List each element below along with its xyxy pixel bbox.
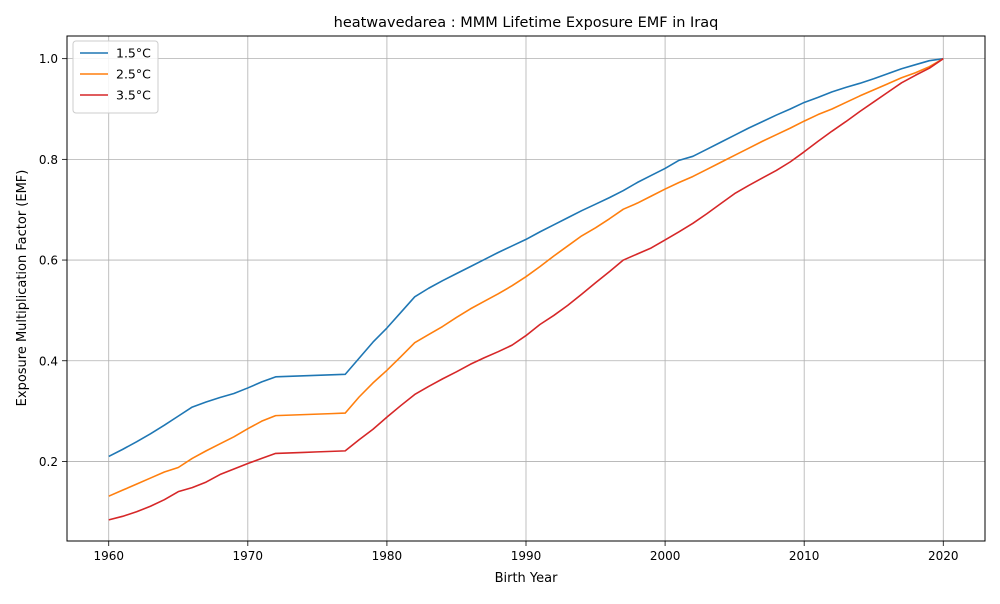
- legend-label: 3.5°C: [116, 88, 151, 103]
- series-line-3: [108, 58, 944, 521]
- x-tick-label: 2020: [928, 549, 959, 563]
- y-tick-label: 0.8: [39, 153, 58, 167]
- legend-label: 1.5°C: [116, 46, 151, 61]
- series-line-2: [108, 57, 944, 497]
- y-tick-label: 0.6: [39, 254, 58, 268]
- x-tick-label: 1960: [93, 549, 124, 563]
- x-tick-label: 1970: [233, 549, 264, 563]
- series-line-1: [108, 57, 944, 458]
- x-axis-label: Birth Year: [495, 571, 559, 586]
- x-tick-label: 2010: [789, 549, 820, 563]
- y-axis-ticks: 0.2 0.4 0.6 0.8 1.0: [39, 52, 67, 469]
- legend: 1.5°C 2.5°C 3.5°C: [72, 40, 159, 114]
- grid: [67, 36, 985, 541]
- y-tick-label: 0.4: [39, 354, 58, 368]
- series-lines: [108, 57, 944, 521]
- y-axis-label: Exposure Multiplication Factor (EMF): [15, 170, 30, 407]
- x-tick-label: 1990: [511, 549, 542, 563]
- legend-label: 2.5°C: [116, 67, 151, 82]
- chart-title: heatwavedarea : MMM Lifetime Exposure EM…: [334, 15, 719, 31]
- x-tick-label: 2000: [650, 549, 681, 563]
- x-axis-ticks: 1960 1970 1980 1990 2000 2010 2020: [93, 541, 959, 563]
- y-tick-label: 1.0: [39, 52, 58, 66]
- y-tick-label: 0.2: [39, 455, 58, 469]
- x-tick-label: 1980: [372, 549, 403, 563]
